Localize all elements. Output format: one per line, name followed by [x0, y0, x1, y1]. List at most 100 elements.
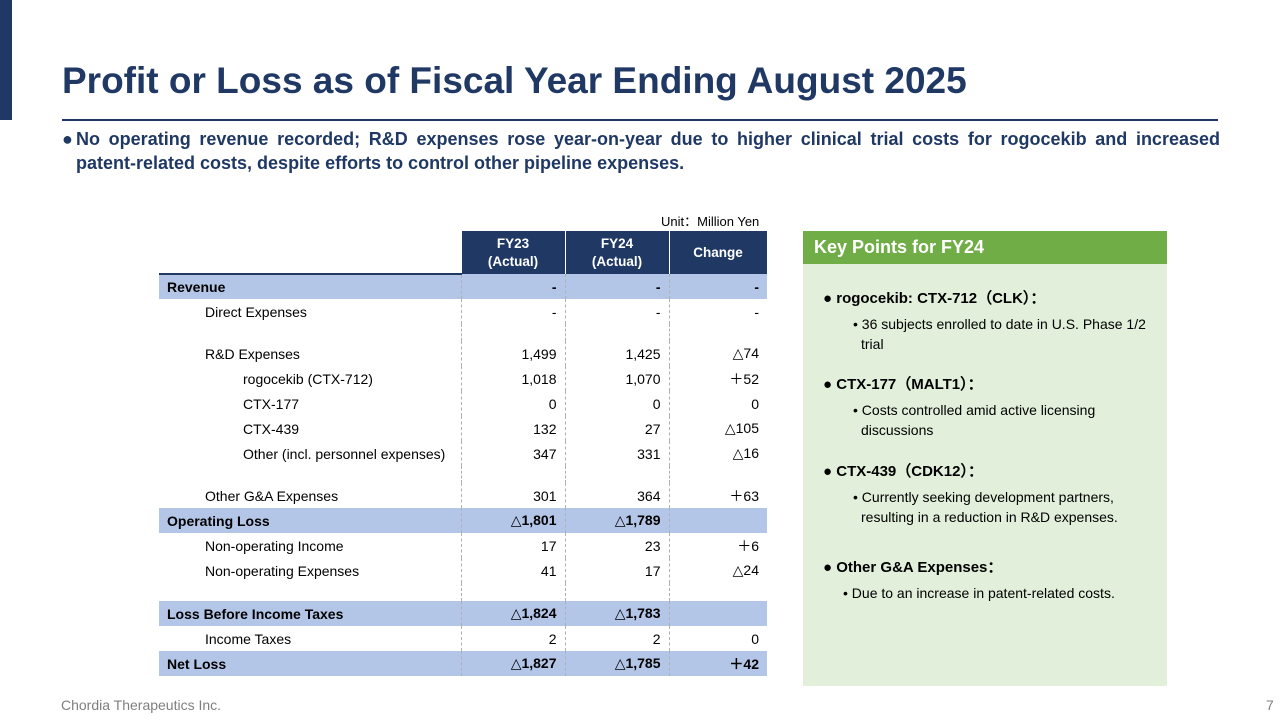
table-row: Income Taxes 2 2 0	[159, 626, 767, 651]
fy23-value: 347	[461, 441, 566, 466]
row-label: Non-operating Income	[159, 533, 462, 558]
row-label: Other G&A Expenses	[159, 483, 462, 508]
table-row: Operating Loss △1,801 △1,789	[159, 508, 767, 533]
table-row: Revenue - - -	[159, 274, 767, 299]
change-value: -	[754, 303, 759, 320]
bullet-icon: ●	[62, 129, 73, 149]
bullet-icon: ●	[823, 290, 837, 307]
key-point-title: ● CTX-177（MALT1）：	[823, 376, 983, 393]
table-row: Loss Before Income Taxes △1,824 △1,783	[159, 601, 767, 626]
bullet-icon: ●	[823, 376, 837, 393]
header-fy24: FY24 (Actual)	[565, 231, 670, 274]
page-title: Profit or Loss as of Fiscal Year Ending …	[62, 60, 967, 101]
fy24-value: 1,425	[565, 341, 670, 366]
fy24-value: 23	[565, 533, 670, 558]
table-row: rogocekib (CTX-712) 1,018 1,070 ＋52	[159, 366, 767, 391]
accent-bar	[0, 0, 12, 120]
change-value: △24	[732, 562, 759, 578]
table-row: CTX-439 132 27 △105	[159, 416, 767, 441]
fy23-value: 17	[461, 533, 566, 558]
row-label: R&D Expenses	[159, 341, 462, 366]
fy24-value: -	[565, 274, 670, 299]
row-label: Non-operating Expenses	[159, 558, 462, 583]
fy24-value: -	[565, 299, 670, 324]
table-header-row: FY23 (Actual) FY24 (Actual) Change	[159, 231, 768, 275]
bullet-icon: ●	[823, 559, 837, 576]
row-label: Revenue	[159, 274, 462, 299]
fy23-value: 301	[461, 483, 566, 508]
key-point-title: ● Other G&A Expenses：	[823, 559, 1003, 576]
summary-bullet: ● No operating revenue recorded; R&D exp…	[62, 127, 1220, 175]
table-row: Direct Expenses - - -	[159, 299, 767, 324]
key-points-panel: Key Points for FY24 ● rogocekib: CTX-712…	[803, 231, 1167, 686]
change-value: △16	[732, 445, 759, 461]
row-label: Direct Expenses	[159, 299, 462, 324]
fy23-value: 132	[461, 416, 566, 441]
table-row: Net Loss △1,827 △1,785 ＋42	[159, 651, 767, 676]
row-label: Other (incl. personnel expenses)	[159, 441, 462, 466]
change-value	[669, 601, 767, 626]
fy24-value: 0	[565, 391, 670, 416]
fy24-value: 17	[565, 558, 670, 583]
fy23-value: 2	[461, 626, 566, 651]
table-row: Non-operating Expenses 41 17 △24	[159, 558, 767, 583]
spacer-row	[159, 324, 767, 341]
fy24-value: △1,785	[565, 651, 670, 676]
change-value: 0	[751, 395, 759, 412]
fy23-value: -	[461, 299, 566, 324]
row-label: Income Taxes	[159, 626, 462, 651]
fy23-value: -	[461, 274, 566, 299]
row-label: CTX-439	[159, 416, 462, 441]
profit-loss-table: FY23 (Actual) FY24 (Actual) Change Revenue…	[159, 231, 768, 676]
fy24-value: 2	[565, 626, 670, 651]
key-point-item: ● CTX-439（CDK12）： • Currently seeking de…	[823, 460, 1153, 527]
change-value: ＋52	[729, 370, 759, 387]
change-value: △74	[732, 345, 759, 361]
key-point-detail: • Due to an increase in patent-related c…	[843, 585, 1115, 601]
change-value	[669, 508, 767, 533]
key-point-item: ● rogocekib: CTX-712（CLK）： • 36 subjects…	[823, 287, 1153, 354]
fy24-value: 331	[565, 441, 670, 466]
fy24-value: 364	[565, 483, 670, 508]
table-row: Non-operating Income 17 23 ＋6	[159, 533, 767, 558]
unit-label: Unit：Million Yen	[661, 214, 760, 229]
page-number: 7	[1266, 697, 1274, 713]
header-fy23: FY23 (Actual)	[461, 231, 566, 274]
key-point-detail: • Costs controlled amid active licensing…	[853, 402, 1096, 438]
row-label: Net Loss	[159, 651, 462, 676]
row-label: rogocekib (CTX-712)	[159, 366, 462, 391]
company-footer: Chordia Therapeutics Inc.	[61, 697, 222, 713]
change-value: ＋63	[729, 487, 759, 504]
change-value: △105	[724, 420, 759, 436]
fy23-value: 1,499	[461, 341, 566, 366]
key-point-item: ● CTX-177（MALT1）： • Costs controlled ami…	[823, 373, 1153, 440]
fy23-value: △1,824	[461, 601, 566, 626]
summary-text: No operating revenue recorded; R&D expen…	[76, 129, 1220, 173]
row-label: Loss Before Income Taxes	[159, 601, 462, 626]
fy23-value: △1,827	[461, 651, 566, 676]
fy24-value: 1,070	[565, 366, 670, 391]
key-point-detail: • Currently seeking development partners…	[853, 489, 1118, 525]
spacer-row	[159, 583, 767, 601]
change-value: ＋42	[669, 651, 767, 676]
change-value: 0	[751, 630, 759, 647]
fy23-value: 41	[461, 558, 566, 583]
key-point-detail: • 36 subjects enrolled to date in U.S. P…	[853, 316, 1146, 352]
title-divider	[62, 119, 1218, 121]
bullet-icon: ●	[823, 463, 837, 480]
fy23-value: △1,801	[461, 508, 566, 533]
key-point-item: ● Other G&A Expenses： • Due to an increa…	[823, 556, 1153, 603]
header-change: Change	[669, 231, 768, 274]
row-label: Operating Loss	[159, 508, 462, 533]
table-row: Other G&A Expenses 301 364 ＋63	[159, 483, 767, 508]
table-row: Other (incl. personnel expenses) 347 331…	[159, 441, 767, 466]
fy23-value: 0	[461, 391, 566, 416]
header-blank	[159, 231, 462, 275]
change-value: ＋6	[737, 537, 759, 554]
key-point-title: ● rogocekib: CTX-712（CLK）：	[823, 290, 1046, 307]
spacer-row	[159, 466, 767, 483]
key-points-heading: Key Points for FY24	[803, 231, 1167, 264]
fy24-value: △1,783	[565, 601, 670, 626]
fy24-value: △1,789	[565, 508, 670, 533]
row-label: CTX-177	[159, 391, 462, 416]
